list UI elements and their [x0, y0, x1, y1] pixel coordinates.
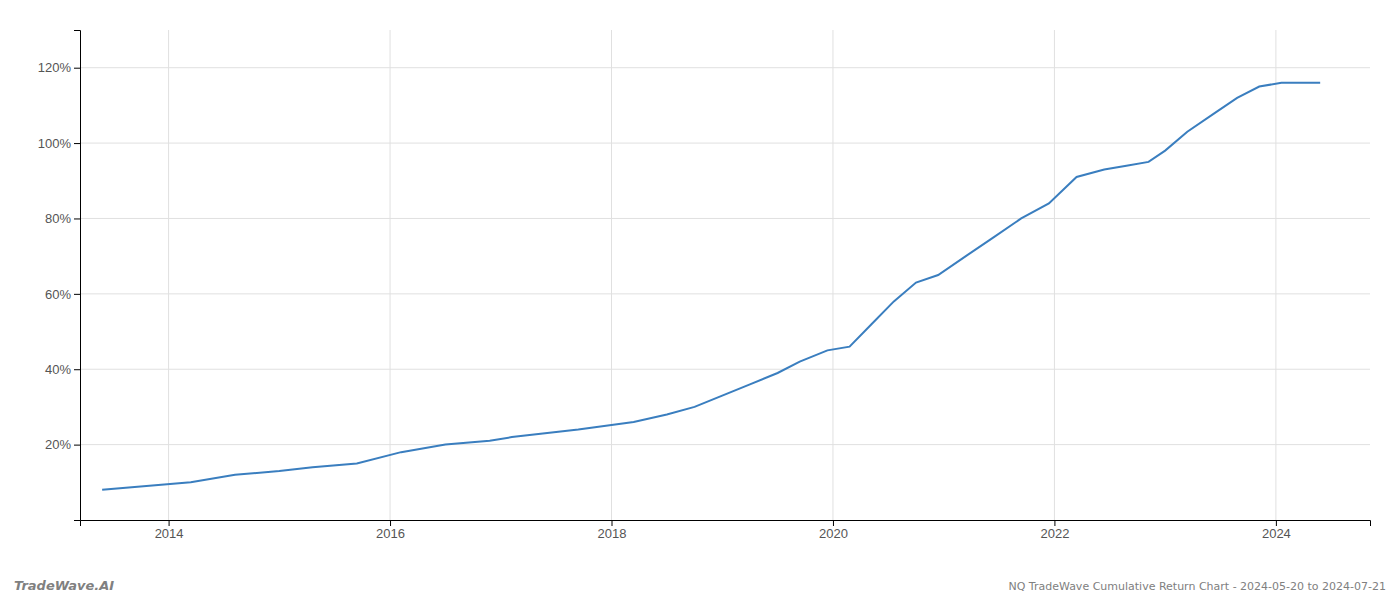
grid-line	[611, 30, 612, 520]
tick: 2014	[155, 520, 184, 541]
tick: 40%	[45, 362, 80, 377]
tick-mark	[169, 520, 170, 526]
tick-mark	[833, 520, 834, 526]
tick: 2018	[598, 520, 627, 541]
tick: 80%	[45, 211, 80, 226]
tick-label: 80%	[45, 211, 71, 226]
tick: 20%	[45, 437, 80, 452]
tick-label: 2024	[1262, 526, 1291, 541]
tick-mark	[74, 218, 80, 219]
tick: 120%	[38, 60, 80, 75]
grid-line	[80, 218, 1370, 219]
tick: 2022	[1040, 520, 1069, 541]
grid-line	[390, 30, 391, 520]
tick-mark	[1054, 520, 1055, 526]
grid-line	[1275, 30, 1276, 520]
marks	[102, 83, 1320, 490]
tick: 2024	[1262, 520, 1291, 541]
grid-line	[80, 293, 1370, 294]
tick-mark	[74, 445, 80, 446]
tick-label: 2022	[1040, 526, 1069, 541]
watermark: TradeWave.AI	[14, 578, 114, 593]
tick-label: 100%	[38, 136, 72, 151]
tick: 2020	[819, 520, 848, 541]
grid-line	[80, 143, 1370, 144]
grid-line	[168, 30, 169, 520]
tick-mark	[74, 369, 80, 370]
tick: 2016	[376, 520, 405, 541]
tick-mark	[74, 143, 80, 144]
chart: 2014 2016 2018 2020 2022 2024 20% 40% 60% 80% 100%…	[0, 0, 1400, 600]
grid-line	[80, 444, 1370, 445]
tick: 100%	[38, 136, 80, 151]
x-axis: 2014 2016 2018 2020 2022 2024	[81, 520, 1371, 541]
axis-line	[74, 31, 81, 521]
tick-label: 40%	[45, 362, 71, 377]
grid-line	[80, 369, 1370, 370]
tick-label: 20%	[45, 437, 71, 452]
axis-line	[81, 521, 1371, 527]
grid	[80, 30, 1370, 520]
tick: 60%	[45, 287, 80, 302]
tick-label: 2018	[598, 526, 627, 541]
tick-mark	[74, 68, 80, 69]
plot-area: 2014 2016 2018 2020 2022 2024 20% 40% 60% 80% 100%…	[38, 30, 1371, 541]
tick-label: 2016	[376, 526, 405, 541]
tick-mark	[74, 294, 80, 295]
line	[102, 83, 1320, 490]
tick-mark	[390, 520, 391, 526]
tick-label: 2014	[155, 526, 184, 541]
title: NQ TradeWave Cumulative Return Chart - 2…	[1008, 580, 1386, 593]
y-axis: 20% 40% 60% 80% 100% 120%	[38, 31, 81, 521]
grid-line	[80, 67, 1370, 68]
grid-line	[832, 30, 833, 520]
tick-mark	[1276, 520, 1277, 526]
tick-label: 2020	[819, 526, 848, 541]
tick-label: 120%	[38, 60, 72, 75]
grid-line	[1054, 30, 1055, 520]
tick-label: 60%	[45, 287, 71, 302]
tick-mark	[612, 520, 613, 526]
